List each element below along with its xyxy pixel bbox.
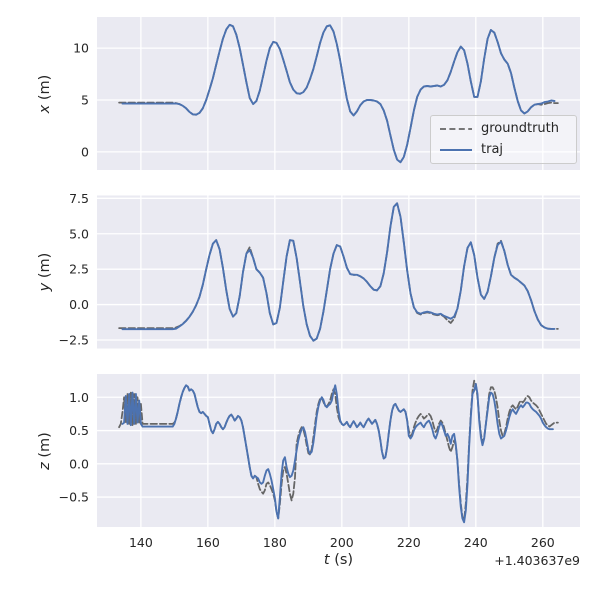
x-tick-label: 240 [464, 535, 488, 550]
y-tick-label: 5.0 [69, 226, 89, 241]
ylabel-x-var: x [37, 104, 53, 113]
ylabel-x-unit: (m) [37, 74, 53, 100]
ylabel-z-unit: (m) [37, 431, 53, 458]
y-tick-label: 5 [81, 92, 89, 107]
y-tick-label: −2.5 [59, 333, 89, 348]
y-tick-label: 10 [73, 41, 89, 56]
x-tick-label: 220 [397, 535, 421, 550]
plot-area [97, 17, 580, 170]
y-tick-label: −0.5 [59, 490, 89, 505]
series-line-traj [121, 383, 554, 524]
ylabel-z-var: z [37, 461, 53, 470]
xlabel-var: t [323, 552, 330, 568]
x-tick-label: 160 [196, 535, 220, 550]
x-tick-label: 140 [129, 535, 153, 550]
plot-area [97, 195, 580, 349]
y-tick-label: 2.5 [69, 262, 89, 277]
ylabel-x: x (m) [37, 74, 53, 113]
y-tick-label: 0.0 [69, 297, 89, 312]
ylabel-y-var: y [37, 282, 53, 292]
subplot-y: −2.5 0.0 2.5 5.0 7.5 [59, 191, 580, 349]
y-tick-label: 1.0 [69, 390, 89, 405]
legend-label-traj: traj [481, 142, 504, 157]
x-axis-offset-text: +1.403637e9 [494, 553, 580, 568]
ylabel-y-unit: (m) [37, 252, 53, 279]
legend-item-groundtruth: groundtruth [440, 121, 567, 137]
y-tick-label: 0.5 [69, 423, 89, 438]
x-tick-label: 200 [330, 535, 354, 550]
x-tick-label: 260 [531, 535, 555, 550]
ylabel-y: y (m) [37, 253, 53, 292]
legend: groundtruth traj [430, 115, 577, 164]
x-tick-label: 180 [263, 535, 287, 550]
solid-line-sample-icon [440, 149, 472, 151]
subplot-z: −0.5 0.0 0.5 1.0 140 160 180 200 220 240 260 [59, 374, 580, 550]
subplot-x: 0 5 10 [73, 17, 580, 170]
xlabel-unit: (s) [334, 552, 354, 568]
series-line-traj [121, 23, 556, 164]
y-tick-label: 0.0 [69, 456, 89, 471]
ylabel-z: z (m) [37, 432, 53, 470]
y-tick-label: 0 [81, 144, 89, 159]
series-line-traj [121, 202, 556, 342]
y-tick-label: 7.5 [69, 191, 89, 206]
xlabel-time: t (s) [97, 552, 580, 568]
dashed-line-sample-icon [440, 128, 472, 130]
legend-item-traj: traj [440, 142, 567, 158]
plot-area [97, 374, 580, 527]
legend-label-groundtruth: groundtruth [481, 121, 560, 136]
